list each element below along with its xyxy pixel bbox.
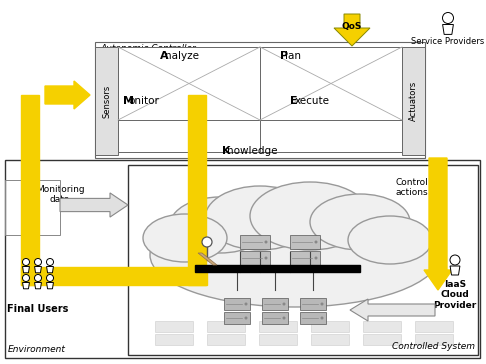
Bar (224, 312, 250, 324)
Circle shape (202, 237, 212, 247)
Text: M: M (123, 96, 134, 106)
Polygon shape (47, 266, 53, 273)
Text: Autonomic Controller: Autonomic Controller (100, 44, 196, 53)
Ellipse shape (150, 203, 440, 307)
Circle shape (264, 257, 267, 260)
Bar (95, 47, 118, 155)
Bar (21, 267, 207, 285)
Circle shape (264, 241, 267, 244)
Polygon shape (198, 253, 217, 265)
Polygon shape (60, 193, 128, 217)
Bar (240, 235, 270, 249)
Polygon shape (35, 266, 41, 273)
Bar (415, 334, 453, 345)
Text: onitor: onitor (128, 96, 159, 106)
Ellipse shape (348, 216, 432, 264)
Bar (195, 265, 360, 272)
Circle shape (35, 274, 41, 281)
Ellipse shape (143, 214, 227, 262)
Circle shape (244, 317, 247, 320)
Circle shape (282, 317, 285, 320)
Text: lan: lan (285, 51, 301, 61)
Circle shape (47, 258, 53, 265)
Bar (128, 165, 478, 355)
Text: xecute: xecute (295, 96, 330, 106)
Polygon shape (47, 282, 53, 289)
Bar (300, 298, 326, 310)
FancyArrow shape (45, 81, 90, 109)
Bar (207, 334, 245, 345)
Polygon shape (35, 282, 41, 289)
Polygon shape (22, 266, 30, 273)
Bar (311, 321, 349, 332)
Text: A: A (160, 51, 169, 61)
Circle shape (450, 255, 460, 265)
Text: Environment: Environment (8, 345, 66, 354)
Bar (415, 321, 453, 332)
FancyArrow shape (424, 158, 452, 290)
Circle shape (320, 302, 324, 305)
Text: nalyze: nalyze (165, 51, 199, 61)
Ellipse shape (250, 182, 370, 250)
Bar (300, 312, 326, 324)
Text: nowledge: nowledge (227, 146, 278, 156)
Text: IaaS
Cloud
Provider: IaaS Cloud Provider (434, 280, 477, 310)
Bar (21, 95, 39, 285)
Bar (259, 321, 297, 332)
Circle shape (282, 302, 285, 305)
Circle shape (320, 317, 324, 320)
Bar (363, 321, 401, 332)
Bar (262, 298, 288, 310)
Circle shape (244, 302, 247, 305)
Bar (95, 42, 425, 158)
Ellipse shape (170, 197, 270, 253)
Bar (155, 334, 193, 345)
Circle shape (314, 241, 317, 244)
Text: E: E (290, 96, 297, 106)
Circle shape (442, 12, 453, 24)
Bar (224, 298, 250, 310)
Text: Service Providers: Service Providers (411, 37, 485, 46)
Text: Monitoring
data: Monitoring data (35, 185, 84, 205)
Text: Sensors: Sensors (102, 84, 111, 118)
Text: Control
actions: Control actions (395, 178, 428, 197)
Polygon shape (22, 282, 30, 289)
Text: QoS: QoS (342, 21, 362, 31)
Bar (402, 47, 425, 155)
Ellipse shape (205, 186, 315, 250)
Bar (188, 165, 206, 285)
Bar (290, 251, 320, 265)
Circle shape (22, 258, 30, 265)
Bar (240, 251, 270, 265)
Polygon shape (443, 24, 453, 35)
Bar (155, 321, 193, 332)
Polygon shape (450, 266, 460, 275)
Ellipse shape (310, 194, 410, 250)
Text: K: K (222, 146, 230, 156)
Text: P: P (280, 51, 288, 61)
Bar (188, 95, 206, 165)
Polygon shape (350, 299, 435, 321)
Bar (311, 334, 349, 345)
Bar (262, 312, 288, 324)
Bar (207, 321, 245, 332)
Text: Final Users: Final Users (7, 304, 69, 314)
Polygon shape (334, 14, 370, 46)
Text: Controlled System: Controlled System (392, 342, 475, 351)
Bar (363, 334, 401, 345)
Text: Actuators: Actuators (409, 81, 418, 121)
Bar (259, 334, 297, 345)
Circle shape (314, 257, 317, 260)
Bar (118, 47, 402, 152)
Bar (5, 160, 480, 358)
Circle shape (47, 274, 53, 281)
Circle shape (35, 258, 41, 265)
Circle shape (22, 274, 30, 281)
Bar (290, 235, 320, 249)
Bar (5, 180, 60, 235)
